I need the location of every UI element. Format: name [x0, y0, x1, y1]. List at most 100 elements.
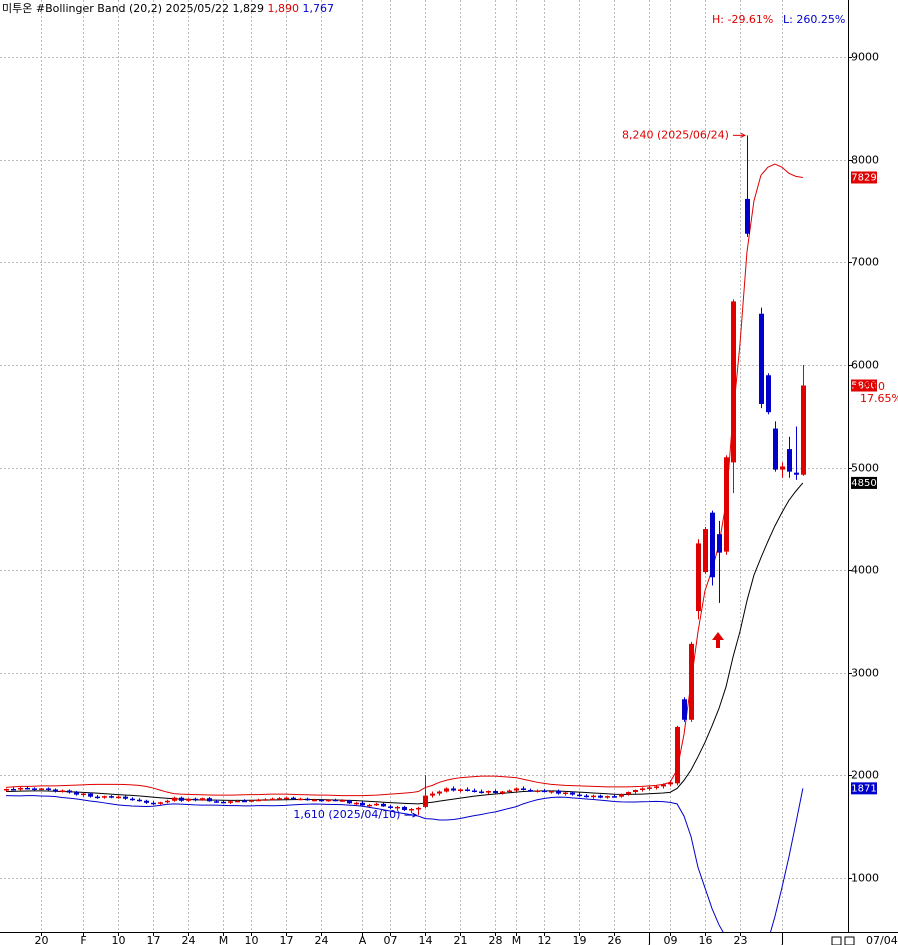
x-tick-label: 10: [112, 934, 126, 945]
candle-body: [81, 793, 86, 796]
candle-body: [74, 792, 79, 795]
candle-body: [88, 793, 93, 797]
candle-body: [242, 800, 247, 803]
candle-body: [60, 790, 65, 793]
x-tick-label: 10: [245, 934, 259, 945]
candle-body: [612, 796, 617, 798]
candle-body: [710, 512, 715, 578]
candle-body: [235, 800, 240, 803]
candle-body: [794, 472, 799, 475]
candle-body: [319, 799, 324, 802]
candle-body: [53, 789, 58, 792]
candle-body: [367, 804, 372, 807]
y-tick-label: 9000: [851, 51, 879, 64]
scroll-button[interactable]: [831, 936, 842, 945]
candle-body: [451, 788, 456, 791]
annotation-head: [740, 132, 747, 138]
x-tick-label: 23: [734, 934, 748, 945]
candle-body: [654, 786, 659, 788]
annotations: 8,240 (2025/06/24) 1,610 (2025/04/10): [293, 128, 747, 821]
range-high: H: -29.61%: [712, 13, 773, 26]
candle-body: [584, 795, 589, 798]
x-tick-label: 26: [608, 934, 622, 945]
candle-body: [745, 198, 750, 234]
candle-body: [95, 796, 100, 799]
x-tick-label: A: [359, 934, 367, 945]
annotation-text: 8,240 (2025/06/24): [622, 128, 729, 141]
candle-body: [333, 799, 338, 802]
candle-body: [374, 803, 379, 806]
candle-body: [409, 808, 414, 811]
band-line: [5, 482, 804, 805]
candle-body: [591, 795, 596, 798]
candle-body: [381, 803, 386, 807]
candle-body: [668, 782, 673, 785]
candle-body: [647, 787, 652, 789]
x-tick-label: M: [512, 934, 522, 945]
candle-body: [479, 791, 484, 794]
x-tick-label: J: [780, 934, 784, 945]
candle-body: [123, 796, 128, 799]
candle-body: [4, 788, 9, 791]
candle-body: [696, 543, 701, 612]
candle-body: [214, 801, 219, 803]
x-tick-label: 19: [573, 934, 587, 945]
y-tick-label: 1000: [851, 872, 879, 885]
candle-body: [284, 797, 289, 800]
candle-body: [661, 784, 666, 787]
candle-body: [102, 796, 107, 798]
candle-body: [430, 793, 435, 796]
candle-body: [514, 788, 519, 791]
candle-body: [179, 797, 184, 801]
candle-body: [200, 798, 205, 801]
candle-body: [11, 788, 16, 791]
indicator: #Bollinger Band (20,2): [36, 2, 162, 15]
change: 870: [864, 380, 885, 393]
candle-body: [395, 806, 400, 809]
candle-body: [402, 806, 407, 810]
header: 미투온 #Bollinger Band (20,2) 2025/05/22 1,…: [2, 2, 334, 15]
change-pct: 17.65%: [860, 392, 898, 405]
x-tick-label: 24: [182, 934, 196, 945]
price-tag-label: 5800: [851, 381, 876, 392]
price-tag-label: 4850: [851, 478, 876, 489]
candle-body: [458, 789, 463, 791]
candle-body: [703, 529, 708, 573]
range-low: L: 260.25%: [783, 13, 845, 26]
candle-body: [773, 428, 778, 470]
candle-body: [277, 798, 282, 800]
y-tick-label: 3000: [851, 667, 879, 680]
candle-body: [263, 799, 268, 801]
x-tick-label: 21: [454, 934, 468, 945]
candle-body: [563, 792, 568, 795]
candle-body: [116, 796, 121, 799]
candle-body: [360, 802, 365, 806]
candle-body: [556, 791, 561, 794]
candle-body: [32, 788, 37, 790]
candle-body: [67, 790, 72, 793]
candle-body: [221, 801, 226, 804]
candle-body: [626, 792, 631, 795]
annotation-text: 1,610 (2025/04/10): [293, 808, 400, 821]
price-tag: [851, 782, 877, 795]
candle-body: [193, 798, 198, 801]
candle-body: [39, 788, 44, 790]
candles: [4, 135, 806, 816]
candle-body: [675, 726, 680, 784]
candle-body: [507, 790, 512, 793]
candle-body: [493, 791, 498, 794]
candle-body: [270, 798, 275, 801]
candle-body: [577, 794, 582, 797]
y-tick-label: 5000: [851, 462, 879, 475]
x-tick-label: F: [80, 934, 86, 945]
x-tick-label: 20: [35, 934, 49, 945]
x-tick-label: 07: [384, 934, 398, 945]
scroll-button[interactable]: [844, 936, 855, 945]
candle-body: [228, 801, 233, 803]
candle-body: [780, 466, 785, 470]
price-tag: [851, 171, 877, 184]
candle-body: [46, 788, 51, 790]
candle-body: [305, 798, 310, 801]
